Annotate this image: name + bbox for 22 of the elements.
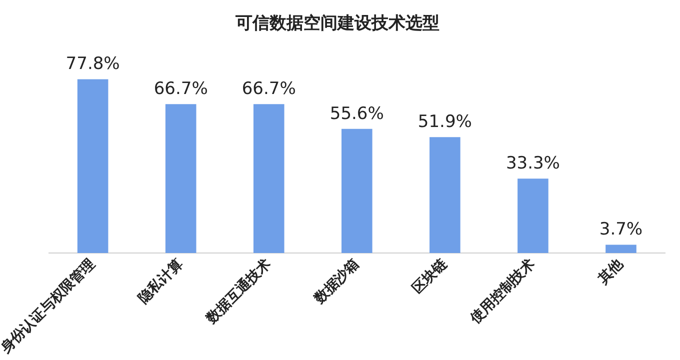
data-label: 51.9%	[418, 112, 472, 132]
data-label: 3.7%	[599, 220, 643, 240]
bar	[77, 79, 108, 254]
bar	[253, 104, 284, 254]
chart-title: 可信数据空间建设技术选型	[234, 14, 440, 34]
x-tick-label: 使用控制技术	[466, 256, 538, 328]
bar	[341, 128, 372, 254]
x-tick-label: 身份认证与权限管理	[0, 256, 98, 358]
data-label: 66.7%	[242, 79, 296, 100]
data-label: 33.3%	[506, 154, 560, 174]
bar	[518, 178, 548, 254]
x-tick-label: 数据互通技术	[202, 255, 274, 328]
data-label: 77.8%	[66, 54, 120, 74]
x-tick-label: 其他	[594, 255, 628, 288]
x-tick-label: 隐私计算	[135, 256, 186, 307]
bar	[606, 244, 636, 254]
data-label: 66.7%	[154, 79, 208, 100]
bar	[430, 137, 460, 254]
x-tick-label: 数据沙箱	[310, 256, 362, 308]
x-tick-label: 区块链	[409, 255, 452, 298]
bar	[165, 104, 196, 254]
data-label: 55.6%	[330, 104, 384, 124]
